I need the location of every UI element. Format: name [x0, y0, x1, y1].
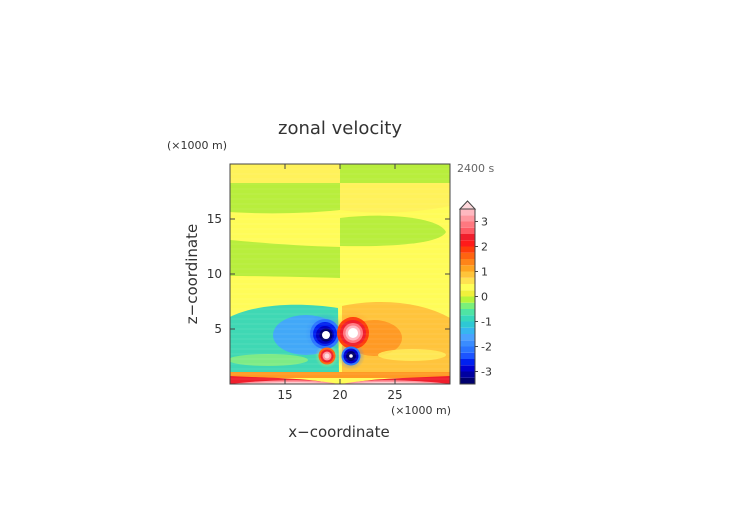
x-axis: 15 20 25	[277, 164, 403, 402]
colorbar-swatch	[460, 209, 475, 216]
x-unit-label: (×1000 m)	[391, 404, 451, 417]
colorbar-swatch	[460, 290, 475, 297]
x-tick-label: 20	[332, 388, 347, 402]
plot-area	[230, 164, 450, 384]
left-green-streak	[230, 354, 308, 366]
colorbar-swatch	[460, 334, 475, 341]
colorbar-swatch	[460, 340, 475, 347]
top-right-band	[340, 164, 450, 183]
colorbar-tick-label: 0	[481, 291, 488, 304]
x-tick-label: 15	[277, 388, 292, 402]
chart-title: zonal velocity	[278, 118, 402, 139]
lower-left-green-band	[230, 240, 340, 278]
colorbar-swatch	[460, 246, 475, 253]
colorbar-swatch	[460, 277, 475, 284]
plot-gridlines	[230, 168, 450, 380]
colorbar-swatch	[460, 252, 475, 259]
colorbar-tick-label: 3	[481, 216, 488, 229]
colorbar-swatch	[460, 240, 475, 247]
colorbar-swatch	[460, 296, 475, 303]
y-axis: 5 10 15	[207, 212, 450, 336]
y-unit-label: (×1000 m)	[167, 139, 227, 152]
upper-right-yellow-band	[340, 183, 450, 213]
colorbar-extend-max	[458, 200, 477, 210]
colorbar-swatch	[460, 309, 475, 316]
colorbar-swatch	[460, 221, 475, 228]
colorbar-swatch	[460, 259, 475, 266]
y-tick-label: 15	[207, 212, 222, 226]
colorbar-tick-label: 2	[481, 241, 488, 254]
x-axis-label: x−coordinate	[288, 423, 389, 441]
upper-left-green-band	[230, 183, 340, 214]
x-tick-label: 25	[387, 388, 402, 402]
colorbar-swatch	[460, 271, 475, 278]
colorbar-tick-label: 1	[481, 266, 488, 279]
colorbar-swatch	[460, 302, 475, 309]
colorbar-swatch	[460, 377, 475, 384]
vortex-negative-upper-left	[310, 319, 340, 349]
colorbar-tick-label: -2	[481, 341, 492, 354]
colorbar-swatch	[460, 346, 475, 353]
colorbar-swatch	[460, 227, 475, 234]
colorbar-swatch	[460, 284, 475, 291]
colorbar-swatch	[460, 215, 475, 222]
right-yellow-band	[340, 254, 450, 288]
colorbar-swatch	[460, 315, 475, 322]
colorbar-swatch	[460, 365, 475, 372]
colorbar-swatch	[460, 234, 475, 241]
colorbar-tick-label: -3	[481, 366, 492, 379]
vortex-positive-upper-right	[337, 317, 369, 349]
colorbar-swatch	[460, 359, 475, 366]
right-green-lens	[340, 215, 446, 247]
colorbar-swatch	[460, 352, 475, 359]
y-axis-label: z−coordinate	[183, 224, 201, 324]
colorbar-swatch	[460, 265, 475, 272]
vortex-positive-lower-left	[318, 347, 336, 365]
colorbar: 3 2 1 0 -1 -2 -3	[458, 200, 492, 385]
top-left-band	[230, 164, 340, 183]
y-tick-label: 5	[214, 322, 222, 336]
colorbar-tick-label: -1	[481, 316, 492, 329]
colorbar-swatch	[460, 371, 475, 378]
right-yellow-streak	[378, 349, 446, 361]
time-label: 2400 s	[457, 162, 494, 175]
ground-band-orange	[230, 372, 450, 378]
y-tick-label: 10	[207, 267, 222, 281]
colorbar-swatch	[460, 321, 475, 328]
vortex-negative-lower-right	[341, 346, 361, 366]
colorbar-swatch	[460, 327, 475, 334]
